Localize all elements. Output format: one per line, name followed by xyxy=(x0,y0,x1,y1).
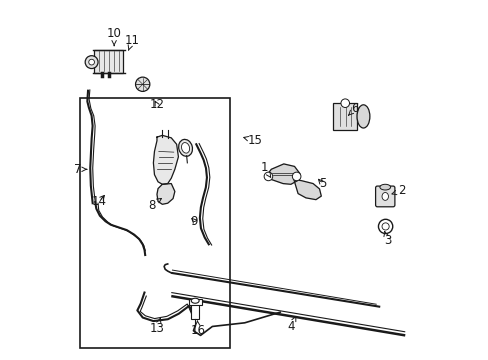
Bar xyxy=(190,304,199,319)
Circle shape xyxy=(85,56,98,68)
Ellipse shape xyxy=(356,105,369,128)
Text: 15: 15 xyxy=(243,134,262,147)
Text: 2: 2 xyxy=(391,184,405,197)
Text: 4: 4 xyxy=(286,317,295,333)
Text: 1: 1 xyxy=(260,161,270,177)
Text: 14: 14 xyxy=(91,195,106,208)
Text: 6: 6 xyxy=(348,102,358,115)
Ellipse shape xyxy=(178,139,192,156)
Polygon shape xyxy=(153,135,178,184)
Circle shape xyxy=(381,223,388,230)
Text: 11: 11 xyxy=(124,34,139,50)
Ellipse shape xyxy=(381,193,387,201)
Circle shape xyxy=(135,77,149,91)
Ellipse shape xyxy=(181,143,189,153)
Circle shape xyxy=(378,219,392,234)
Text: 12: 12 xyxy=(149,99,164,112)
Text: 13: 13 xyxy=(149,319,164,335)
Text: 9: 9 xyxy=(190,215,198,228)
Circle shape xyxy=(88,59,94,65)
Circle shape xyxy=(264,172,272,181)
Polygon shape xyxy=(157,184,175,204)
Text: 16: 16 xyxy=(190,321,205,337)
Text: 10: 10 xyxy=(106,27,122,46)
Circle shape xyxy=(292,172,300,181)
Ellipse shape xyxy=(191,298,199,303)
Polygon shape xyxy=(293,179,321,200)
Text: 5: 5 xyxy=(318,177,325,190)
Text: 3: 3 xyxy=(383,231,390,247)
Bar xyxy=(332,103,357,130)
FancyBboxPatch shape xyxy=(375,186,394,207)
Bar xyxy=(188,298,201,305)
Ellipse shape xyxy=(379,184,390,190)
Text: 8: 8 xyxy=(148,198,161,212)
Circle shape xyxy=(340,99,349,108)
Polygon shape xyxy=(265,164,299,184)
Bar xyxy=(80,98,230,348)
Text: 7: 7 xyxy=(73,163,86,176)
Bar xyxy=(94,50,123,73)
